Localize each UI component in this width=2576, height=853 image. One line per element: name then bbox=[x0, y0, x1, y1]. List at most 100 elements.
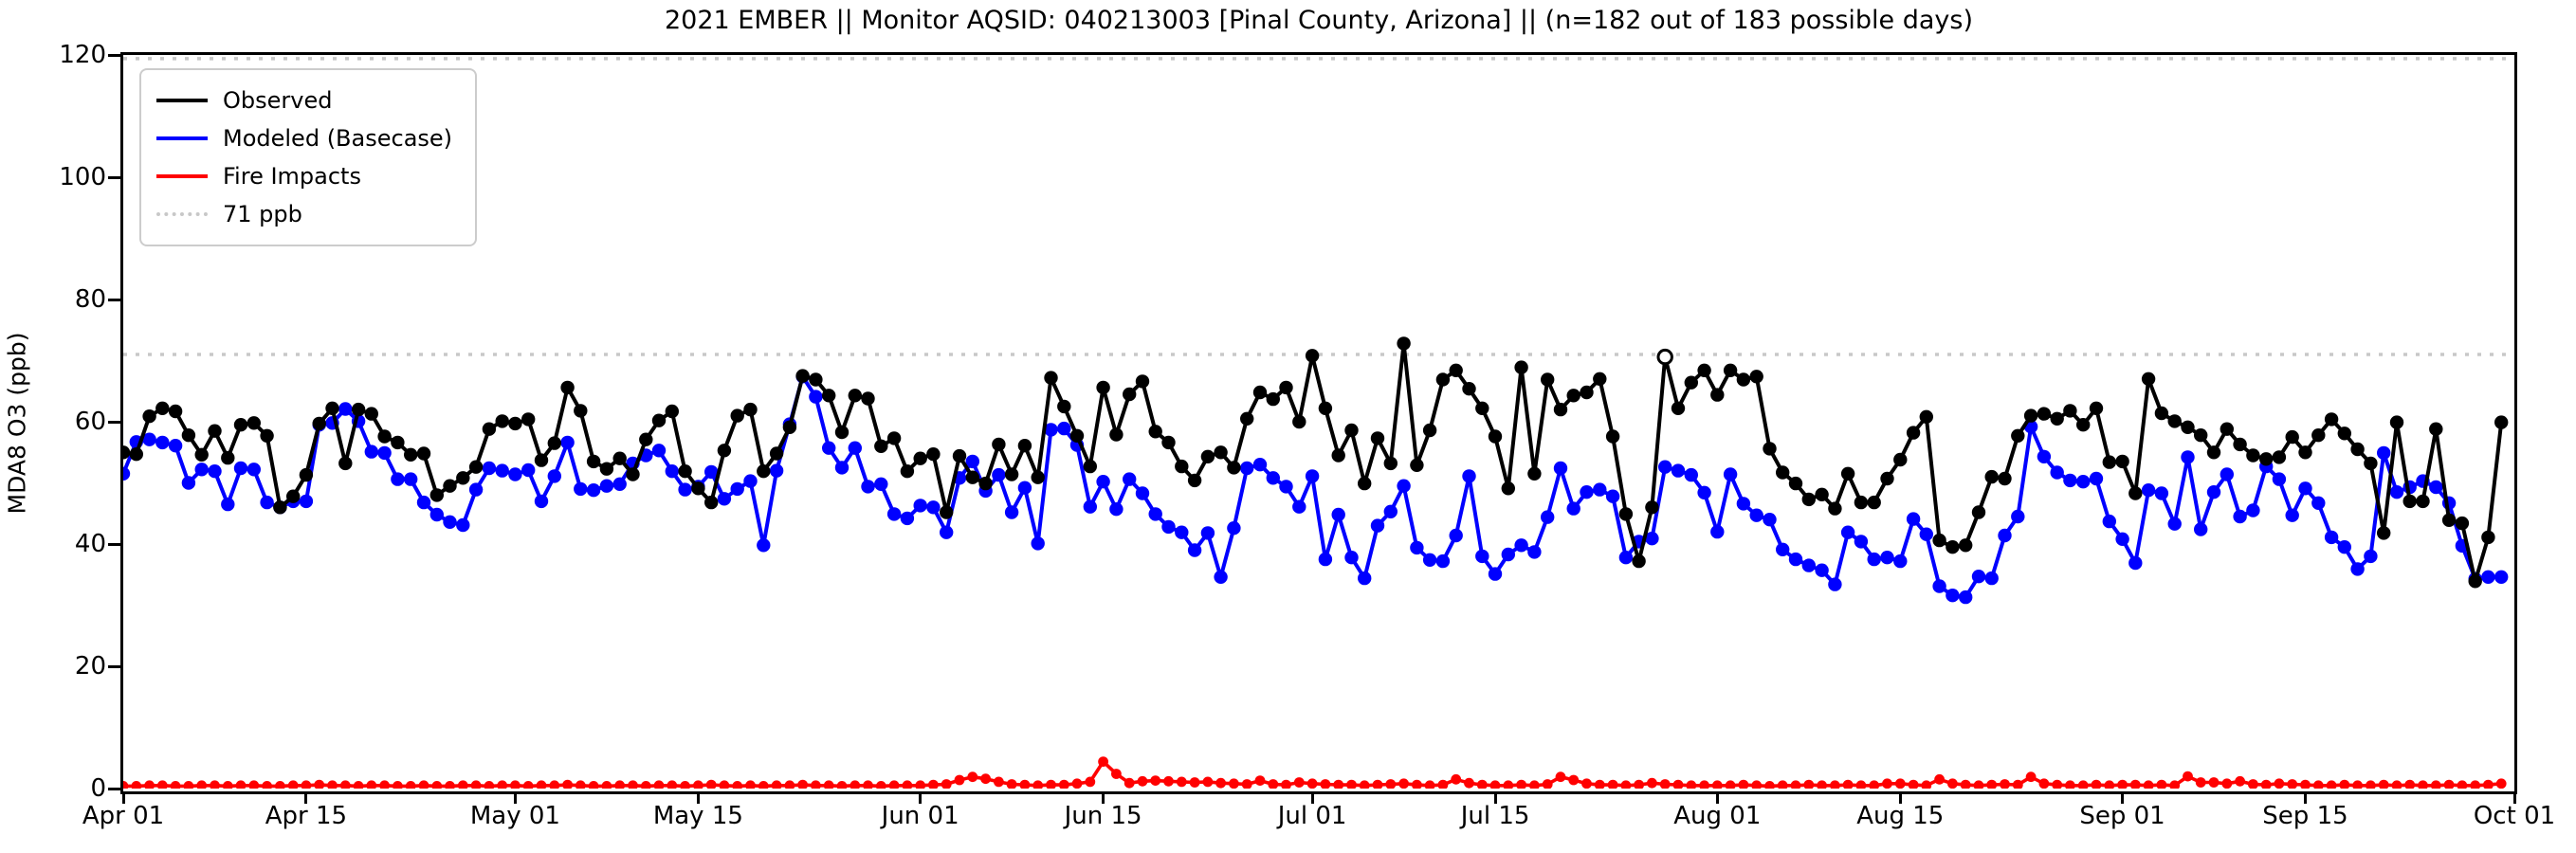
data-point-marker bbox=[1986, 779, 1998, 789]
data-point-marker bbox=[1501, 481, 1516, 496]
data-point-marker bbox=[1725, 780, 1736, 789]
x-tick-mark bbox=[2512, 791, 2516, 804]
data-point-marker bbox=[2104, 780, 2115, 789]
data-point-marker bbox=[1214, 445, 1228, 460]
data-point-marker bbox=[1435, 554, 1451, 569]
data-point-marker bbox=[1424, 780, 1435, 789]
data-point-marker bbox=[233, 461, 248, 476]
data-point-marker bbox=[1331, 448, 1345, 463]
data-point-marker bbox=[1671, 401, 1686, 415]
data-point-marker bbox=[822, 441, 836, 455]
data-point-marker bbox=[560, 435, 575, 450]
data-point-marker bbox=[2065, 780, 2075, 789]
data-point-marker bbox=[850, 780, 861, 789]
data-point-marker bbox=[771, 780, 782, 789]
data-point-marker bbox=[1894, 778, 1906, 789]
data-point-marker bbox=[2259, 452, 2274, 466]
data-point-marker bbox=[1358, 571, 1372, 586]
data-point-marker bbox=[470, 780, 482, 789]
data-point-marker bbox=[2312, 780, 2324, 789]
y-tick-label: 80 bbox=[74, 285, 106, 314]
data-point-marker bbox=[429, 507, 444, 522]
data-point-marker bbox=[1046, 779, 1056, 789]
x-tick-mark bbox=[304, 791, 308, 804]
data-point-marker bbox=[1749, 508, 1763, 522]
data-point-marker bbox=[1777, 780, 1788, 789]
data-point-marker bbox=[612, 451, 627, 465]
data-point-marker bbox=[586, 454, 601, 469]
data-point-marker bbox=[730, 408, 744, 423]
data-point-marker bbox=[1215, 777, 1226, 789]
data-point-marker bbox=[1083, 499, 1097, 514]
data-point-marker bbox=[312, 416, 326, 431]
data-point-marker bbox=[1096, 475, 1110, 489]
data-point-marker bbox=[1658, 460, 1672, 474]
y-tick-mark bbox=[108, 664, 120, 668]
data-point-marker bbox=[1383, 504, 1398, 518]
data-point-marker bbox=[468, 482, 484, 497]
data-point-marker bbox=[651, 413, 667, 427]
data-point-marker bbox=[1671, 463, 1686, 478]
data-point-marker bbox=[809, 372, 823, 387]
data-point-marker bbox=[1163, 775, 1174, 787]
data-point-marker bbox=[1947, 778, 1958, 789]
data-point-marker bbox=[1566, 389, 1580, 403]
data-point-marker bbox=[2418, 780, 2428, 789]
data-point-marker bbox=[1031, 536, 1045, 551]
plot-area bbox=[123, 55, 2514, 789]
data-point-marker bbox=[1527, 466, 1542, 481]
data-point-marker bbox=[1281, 779, 1291, 789]
legend-item-71ppb: 71 ppb bbox=[156, 195, 452, 233]
data-point-marker bbox=[1306, 778, 1318, 789]
data-point-marker bbox=[992, 437, 1006, 452]
data-point-marker bbox=[1581, 778, 1592, 789]
data-point-marker bbox=[2102, 455, 2116, 469]
data-point-marker bbox=[1266, 391, 1281, 407]
data-point-marker bbox=[482, 461, 497, 476]
data-point-marker bbox=[1893, 554, 1908, 569]
data-point-marker bbox=[1971, 505, 1986, 519]
data-point-marker bbox=[680, 781, 690, 789]
data-point-marker bbox=[888, 780, 900, 789]
data-point-marker bbox=[1214, 570, 1228, 584]
data-point-marker bbox=[1840, 525, 1855, 539]
data-point-marker bbox=[1830, 780, 1840, 789]
data-point-marker bbox=[1344, 551, 1359, 565]
y-tick-label: 40 bbox=[74, 530, 106, 558]
data-point-marker bbox=[2141, 372, 2156, 386]
data-point-marker bbox=[404, 447, 418, 462]
data-point-marker bbox=[678, 482, 692, 497]
data-point-marker bbox=[1344, 423, 1359, 438]
data-point-marker bbox=[2235, 775, 2246, 787]
data-point-marker bbox=[2233, 509, 2247, 524]
data-point-marker bbox=[1083, 459, 1097, 474]
data-point-marker bbox=[1318, 401, 1333, 415]
data-point-marker bbox=[405, 781, 416, 789]
data-point-marker bbox=[1057, 421, 1071, 436]
data-point-marker bbox=[1006, 779, 1017, 789]
data-point-marker bbox=[809, 390, 823, 404]
data-point-marker bbox=[1647, 777, 1657, 789]
data-point-marker bbox=[1096, 380, 1110, 395]
data-point-marker bbox=[1960, 779, 1971, 789]
data-point-marker bbox=[1019, 779, 1031, 789]
data-point-marker bbox=[2352, 780, 2363, 789]
data-point-marker bbox=[181, 476, 196, 490]
data-point-marker bbox=[1017, 481, 1032, 495]
data-point-marker bbox=[978, 476, 993, 491]
data-point-marker bbox=[221, 497, 235, 512]
x-tick-mark bbox=[1493, 791, 1497, 804]
data-point-marker bbox=[940, 505, 954, 519]
data-point-marker bbox=[1801, 492, 1817, 507]
data-point-marker bbox=[599, 479, 614, 493]
data-point-marker bbox=[418, 780, 429, 789]
data-point-marker bbox=[1123, 472, 1137, 486]
x-tick-mark bbox=[121, 791, 125, 804]
data-point-marker bbox=[1397, 479, 1411, 493]
data-point-marker bbox=[2378, 779, 2389, 789]
data-point-marker bbox=[628, 780, 638, 789]
data-point-marker bbox=[2037, 407, 2052, 421]
data-point-marker bbox=[965, 454, 979, 469]
data-point-marker bbox=[1684, 467, 1699, 482]
data-point-marker bbox=[123, 466, 131, 481]
